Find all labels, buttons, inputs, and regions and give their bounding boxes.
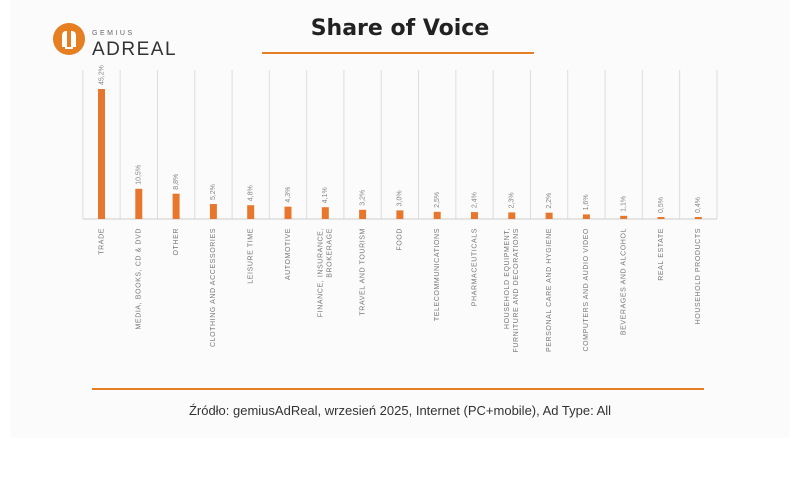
bar-value-label: 2,4% <box>471 192 478 208</box>
bar-value-label: 4,3% <box>285 187 292 203</box>
category-tick-line: FOOD <box>397 228 404 251</box>
category-tick-label: OTHER <box>173 228 180 256</box>
bar <box>657 217 665 219</box>
bar-value-label: 1,1% <box>621 196 628 212</box>
bar-value-label: 0,5% <box>658 197 665 213</box>
category-tick-line: AUTOMOTIVE <box>285 228 292 280</box>
bar-value-label: 10,5% <box>136 165 143 185</box>
category-tick-label: TELECOMMUNICATIONS <box>434 228 441 321</box>
category-tick-line: REAL ESTATE <box>658 228 665 281</box>
category-tick-label: FINANCE, INSURANCE, BROKERAGE <box>318 228 334 317</box>
category-tick-label: COMPUTERS AND AUDIO VIDEO <box>583 228 590 352</box>
category-tick-label: PHARMACEUTICALS <box>471 228 478 306</box>
bar <box>98 89 105 219</box>
category-tick-line: FURNITURE AND DECORATIONS <box>513 228 520 353</box>
category-tick-label: HOUSEHOLD EQUIPMENT, FURNITURE AND DECORA… <box>504 228 520 353</box>
category-tick-line: OTHER <box>173 228 180 256</box>
bar <box>396 210 404 219</box>
footer-divider <box>92 388 704 390</box>
bar-value-label: 45,2% <box>98 65 105 85</box>
category-tick-line: PHARMACEUTICALS <box>471 228 478 306</box>
category-tick-label: BEVERAGES AND ALCOHOL <box>621 228 628 335</box>
category-tick-label: PERSONAL CARE AND HYGIENE <box>546 228 553 352</box>
category-tick-line: BEVERAGES AND ALCOHOL <box>621 228 628 335</box>
bar-value-label: 4,1% <box>322 187 329 203</box>
bar <box>359 209 367 219</box>
bar <box>284 206 292 219</box>
category-tick-label: CLOTHING AND ACCESSORIES <box>210 228 217 347</box>
bar <box>209 204 217 219</box>
logo-brand-main: ADREAL <box>92 39 178 60</box>
category-tick-line: FINANCE, INSURANCE, <box>318 228 325 317</box>
bar-chart: 45,2% TRADE 10,5% MEDIA, BOOKS, CD & DVD 8,8… <box>82 65 718 353</box>
bar-value-label: 5,2% <box>210 184 217 200</box>
title-underline <box>262 52 534 54</box>
source-note: Źródło: gemiusAdReal, wrzesień 2025, Int… <box>188 403 612 418</box>
category-tick-label: FOOD <box>397 228 404 251</box>
category-tick-line: CLOTHING AND ACCESSORIES <box>210 228 217 347</box>
category-tick-line: COMPUTERS AND AUDIO VIDEO <box>583 228 590 352</box>
bar <box>508 212 516 219</box>
category-tick-label: HOUSEHOLD PRODUCTS <box>695 228 702 324</box>
bar-value-label: 2,3% <box>509 192 516 208</box>
gemius-adreal-logo: GEMIUS ADREAL <box>52 22 192 64</box>
category-tick-label: REAL ESTATE <box>658 228 665 281</box>
bar-value-label: 3,2% <box>359 190 366 206</box>
category-tick-label: LEISURE TIME <box>248 228 255 284</box>
bar <box>247 205 255 219</box>
category-tick-line: TELECOMMUNICATIONS <box>434 228 441 321</box>
category-tick-label: TRADE <box>98 228 105 255</box>
bar-value-label: 0,4% <box>695 197 702 213</box>
category-tick-line: HOUSEHOLD EQUIPMENT, <box>504 228 511 329</box>
category-tick-label: AUTOMOTIVE <box>285 228 292 280</box>
bar-value-label: 8,8% <box>173 174 180 190</box>
category-tick-line: LEISURE TIME <box>248 228 255 284</box>
bar-value-label: 3,0% <box>397 190 404 206</box>
category-tick-line: HOUSEHOLD PRODUCTS <box>695 228 702 324</box>
bar <box>471 212 478 219</box>
category-tick-line: PERSONAL CARE AND HYGIENE <box>546 228 553 352</box>
bar-value-label: 2,5% <box>434 192 441 208</box>
bar <box>620 215 628 219</box>
bar <box>582 214 590 219</box>
bar-value-label: 4,8% <box>248 185 255 201</box>
bar-value-label: 1,6% <box>583 194 590 210</box>
bar <box>172 193 180 219</box>
bar-value-label: 2,2% <box>546 193 553 209</box>
category-tick-label: TRAVEL AND TOURISM <box>359 228 366 316</box>
category-tick-line: TRAVEL AND TOURISM <box>359 228 366 316</box>
category-tick-line: MEDIA, BOOKS, CD & DVD <box>136 228 143 330</box>
bar <box>694 217 702 219</box>
bar <box>433 211 441 219</box>
category-tick-line: BROKERAGE <box>327 228 334 278</box>
category-tick-label: MEDIA, BOOKS, CD & DVD <box>136 228 143 330</box>
bar <box>321 207 329 219</box>
category-tick-line: TRADE <box>98 228 105 255</box>
adreal-logo-icon <box>53 23 85 55</box>
logo-brand-small: GEMIUS <box>92 30 135 37</box>
chart-title: Share of Voice <box>310 16 490 41</box>
bar <box>545 212 553 219</box>
bar <box>135 188 143 219</box>
